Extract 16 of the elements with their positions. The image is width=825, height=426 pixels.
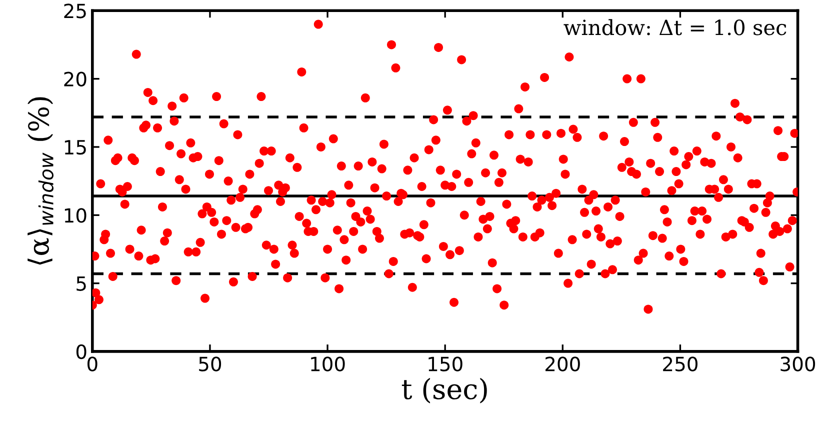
x-tick-label: 200 (546, 356, 580, 372)
y-tick-label: 20 (64, 72, 86, 86)
y-tick-label: 10 (64, 208, 86, 223)
x-tick-label: 0 (87, 356, 98, 372)
y-tick-label: 25 (64, 4, 86, 18)
y-axis-title: ⟨α⟩$_{window}$ (%) (28, 97, 54, 265)
x-tick-label: 300 (780, 356, 816, 372)
annotation: window: Δt = 1.0 sec (564, 19, 786, 36)
y-tick-label: 0 (76, 344, 86, 360)
x-tick-label: 50 (199, 356, 222, 372)
x-tick-label: 250 (663, 356, 698, 372)
x-axis-title: t (sec) (402, 378, 487, 404)
y-tick-label: 15 (64, 140, 86, 155)
x-tick-label: 150 (428, 356, 462, 372)
x-tick-label: 100 (311, 356, 345, 372)
y-tick-label: 5 (76, 276, 86, 291)
